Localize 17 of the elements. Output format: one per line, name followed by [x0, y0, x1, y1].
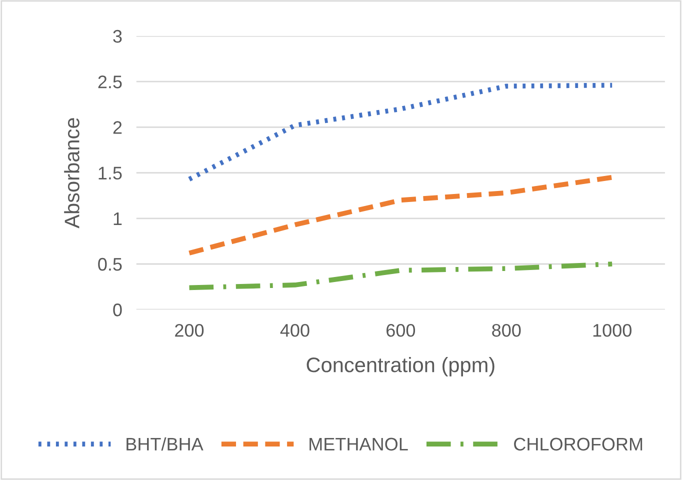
x-tick-label: 200 — [175, 324, 204, 337]
y-tick-label: 2.5 — [98, 76, 122, 88]
legend-label: CHLOROFORM — [514, 438, 642, 451]
y-tick-label: 1 — [114, 212, 122, 225]
x-tick-label: 400 — [280, 324, 310, 337]
x-tick-label: 1000 — [593, 324, 632, 337]
x-axis-title: Concentration (ppm) — [306, 356, 494, 376]
x-tick-label: 600 — [386, 324, 416, 337]
y-tick-label: 3 — [113, 30, 122, 43]
y-tick-label: 0 — [113, 304, 122, 316]
y-axis-title: Absorbance — [64, 118, 80, 228]
y-tick-label: 2 — [113, 121, 122, 134]
x-tick-label: 800 — [492, 324, 521, 337]
legend-label: METHANOL — [310, 438, 408, 451]
y-tick-label: 0.5 — [98, 258, 122, 271]
legend-label: BHT/BHA — [126, 437, 204, 451]
y-tick-label: 1.5 — [98, 166, 122, 180]
